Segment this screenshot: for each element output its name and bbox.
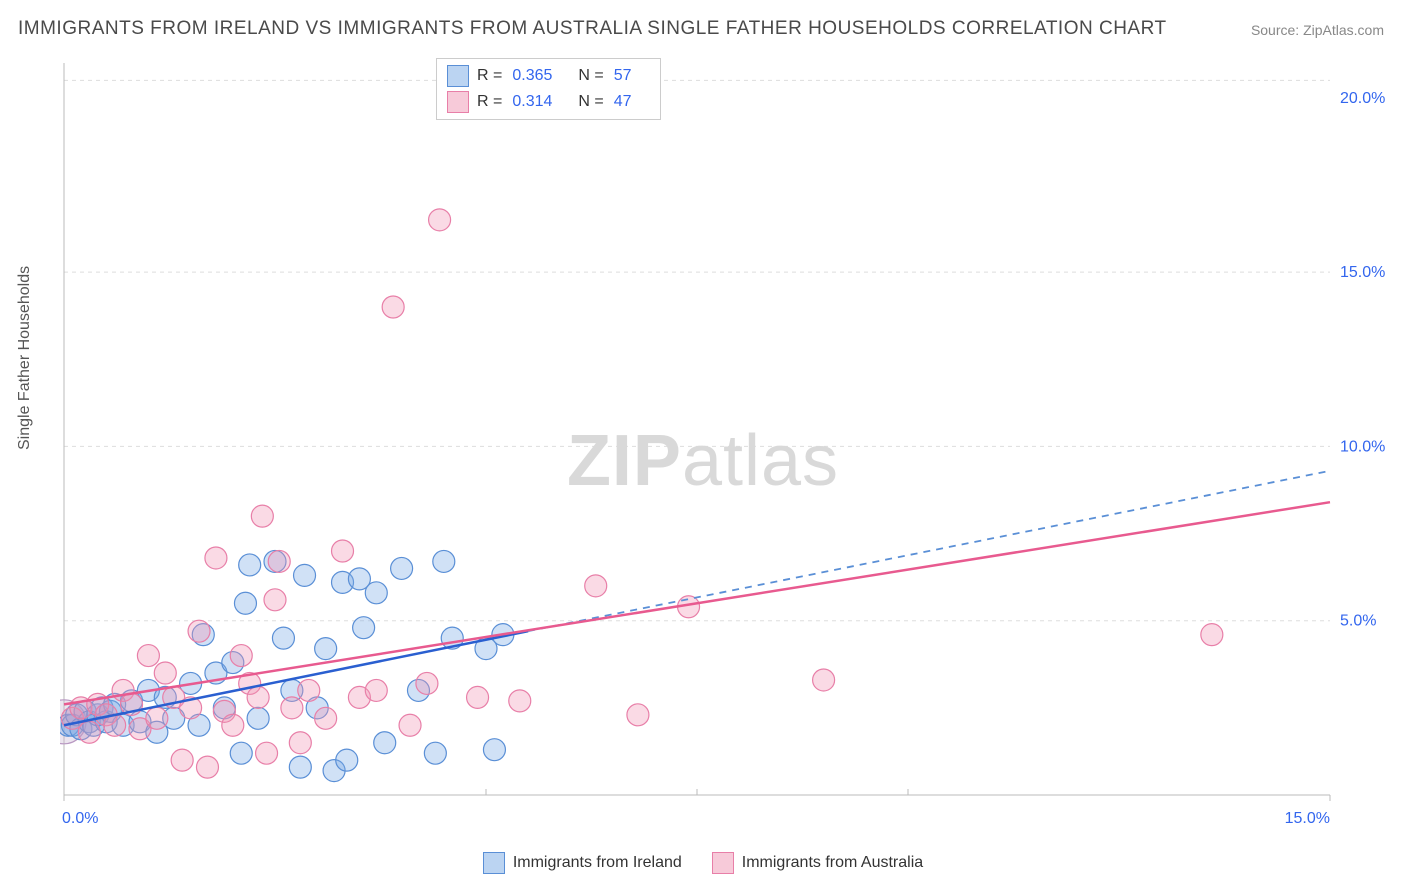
legend-item-ireland: Immigrants from Ireland: [483, 852, 682, 874]
r-label: R =: [477, 63, 502, 89]
y-axis-label: Single Father Households: [16, 266, 34, 450]
n-value: 57: [614, 63, 632, 89]
chart-container: IMMIGRANTS FROM IRELAND VS IMMIGRANTS FR…: [0, 0, 1406, 892]
swatch-ireland: [447, 65, 469, 87]
svg-text:15.0%: 15.0%: [1285, 810, 1330, 827]
series-legend: Immigrants from Ireland Immigrants from …: [0, 852, 1406, 874]
scatter-plot: 5.0% 10.0% 15.0% 20.0% 0.0% 15.0%: [60, 55, 1390, 835]
svg-text:0.0%: 0.0%: [62, 810, 98, 827]
chart-title: IMMIGRANTS FROM IRELAND VS IMMIGRANTS FR…: [18, 18, 1167, 40]
source-attribution: Source: ZipAtlas.com: [1251, 22, 1384, 38]
swatch-australia: [447, 91, 469, 113]
svg-text:20.0%: 20.0%: [1340, 90, 1385, 107]
r-label: R =: [477, 89, 502, 115]
legend-row-ireland: R = 0.365 N = 57: [447, 63, 650, 89]
n-label: N =: [578, 89, 603, 115]
correlation-legend: R = 0.365 N = 57 R = 0.314 N = 47: [436, 58, 661, 120]
legend-label: Immigrants from Australia: [742, 854, 923, 872]
legend-label: Immigrants from Ireland: [513, 854, 682, 872]
swatch-australia: [712, 852, 734, 874]
legend-row-australia: R = 0.314 N = 47: [447, 89, 650, 115]
n-value: 47: [614, 89, 632, 115]
svg-text:15.0%: 15.0%: [1340, 264, 1385, 281]
swatch-ireland: [483, 852, 505, 874]
legend-item-australia: Immigrants from Australia: [712, 852, 923, 874]
r-value: 0.365: [512, 63, 552, 89]
svg-text:5.0%: 5.0%: [1340, 613, 1376, 630]
n-label: N =: [578, 63, 603, 89]
r-value: 0.314: [512, 89, 552, 115]
svg-text:10.0%: 10.0%: [1340, 438, 1385, 455]
